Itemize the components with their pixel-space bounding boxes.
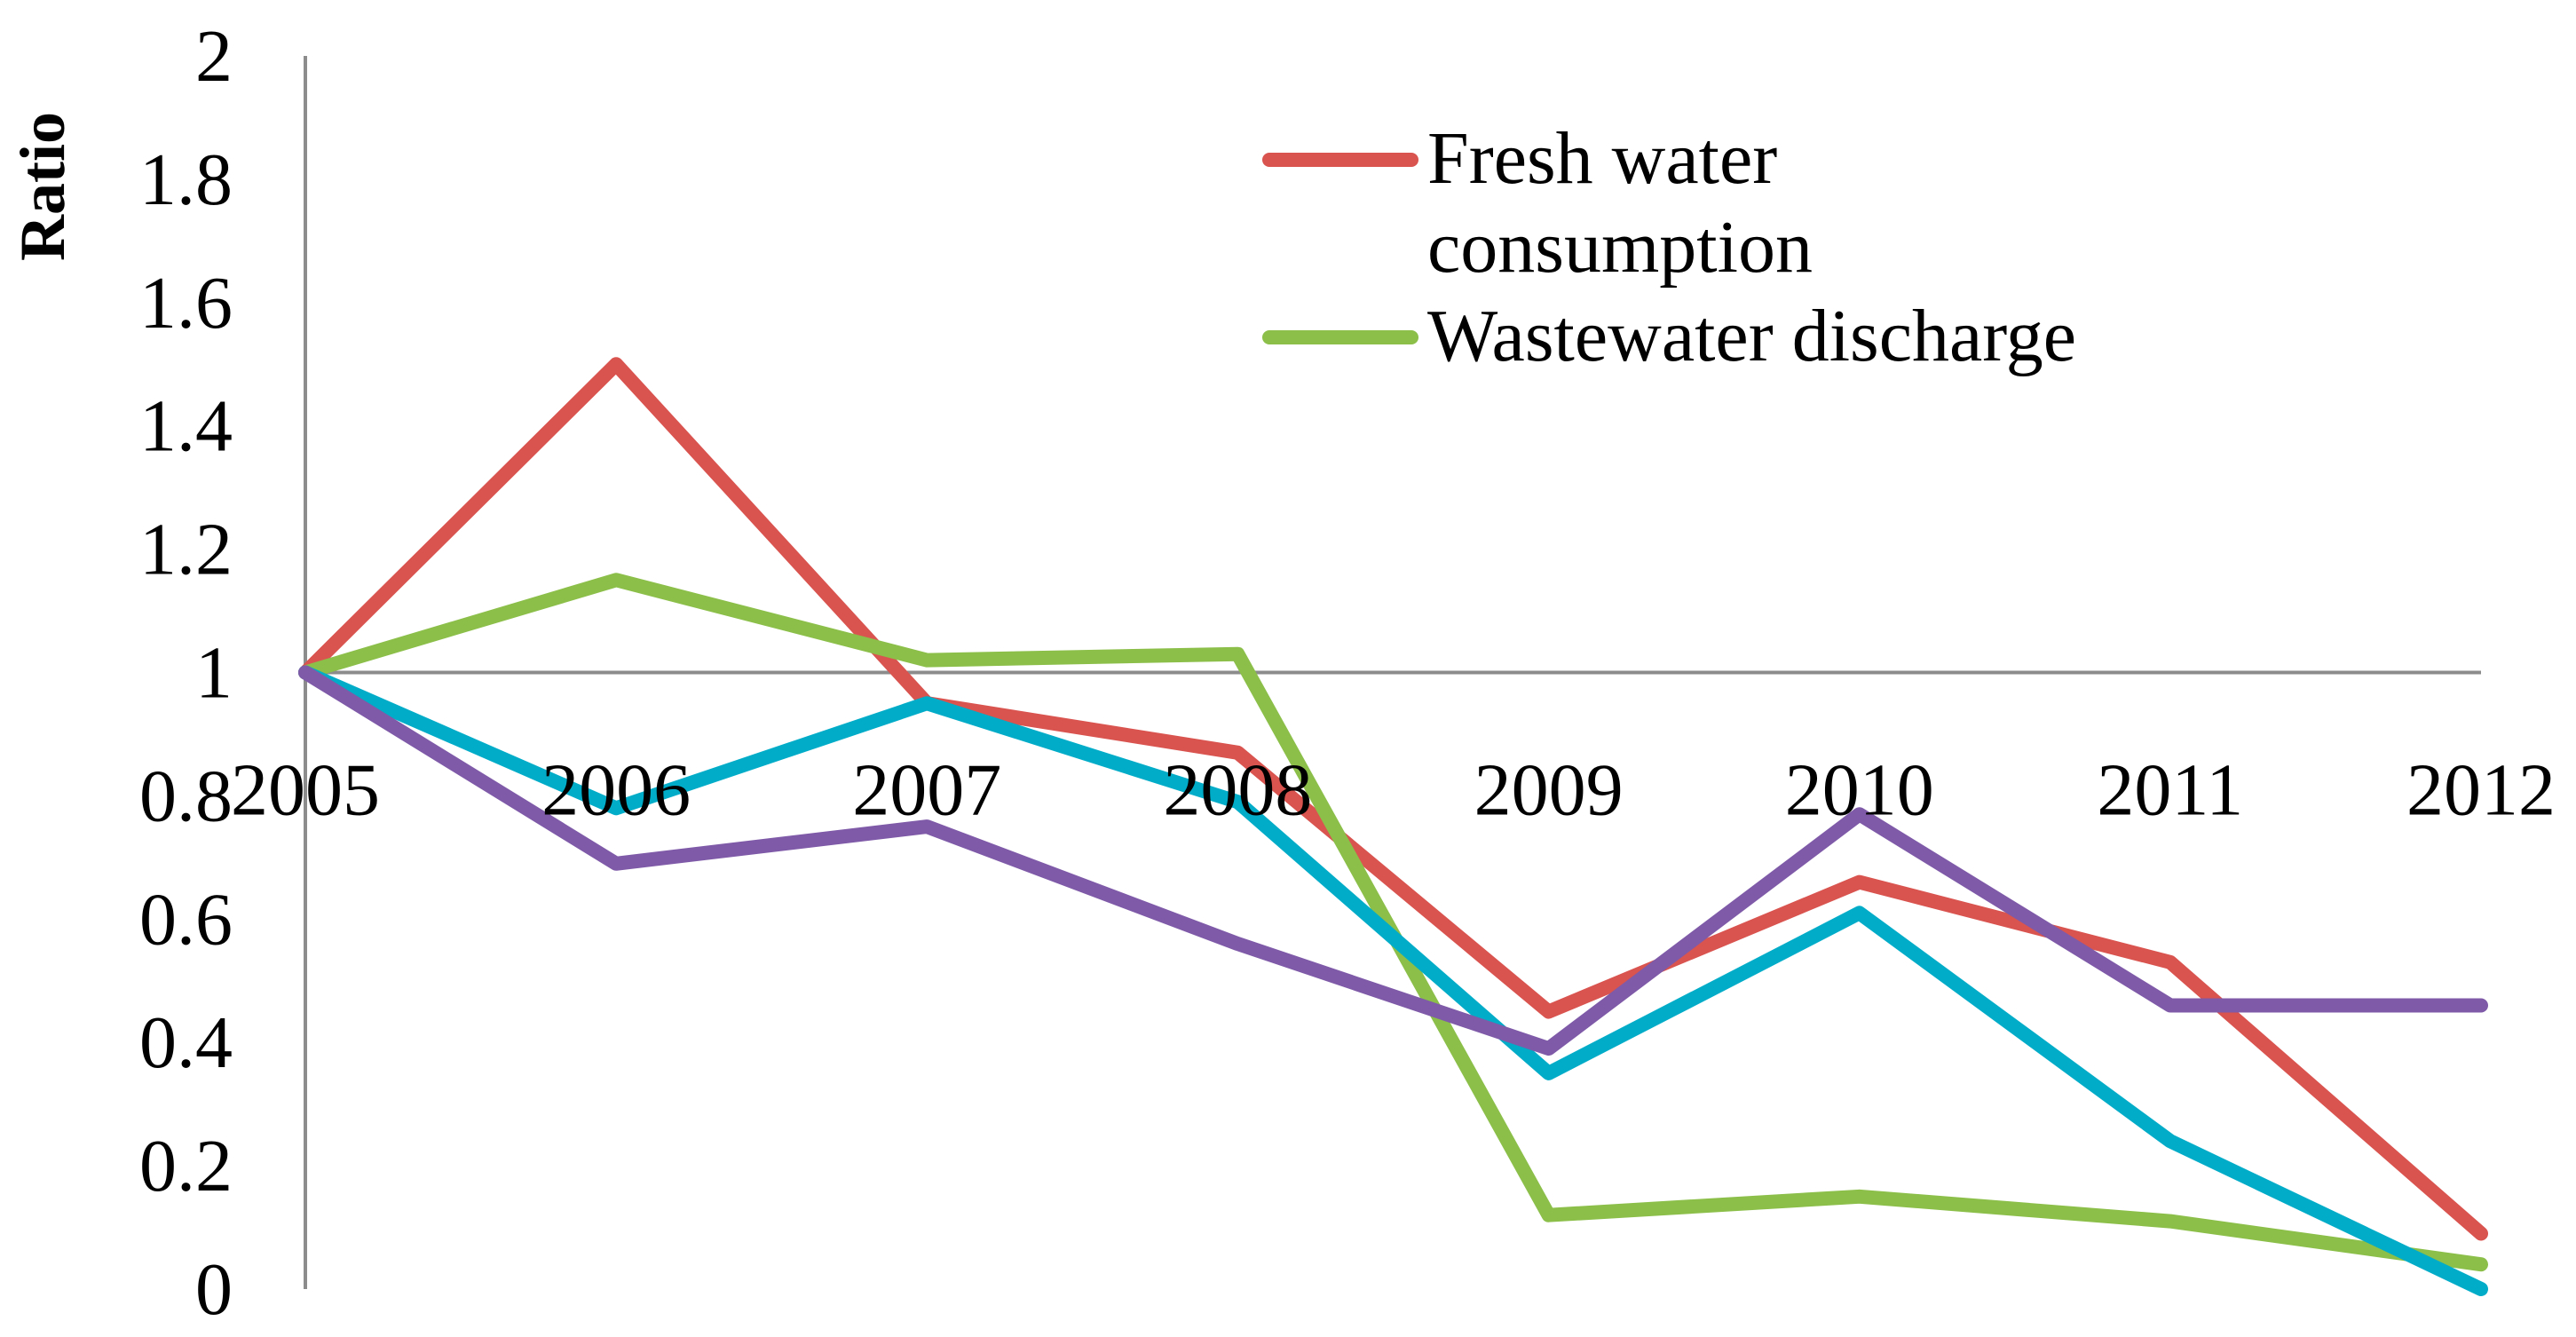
y-tick-label: 0.6: [139, 878, 233, 961]
tick-labels: 0 0.2 0.4 0.6 0.8 1 1.2 1.4 1.6 1.8 2 2005 2006 2007 2…: [139, 15, 2556, 1331]
series-line-4: [298, 665, 2488, 1056]
y-tick-label: 1.4: [139, 385, 233, 468]
x-tick-label: 2006: [541, 749, 691, 832]
series-line-1: [298, 357, 2488, 1241]
y-tick-label: 1.6: [139, 262, 233, 344]
y-tick-label: 1.8: [139, 138, 233, 221]
series-line-2: [298, 573, 2488, 1272]
y-tick-label: 0: [195, 1248, 233, 1331]
x-tick-label: 2009: [1474, 749, 1624, 832]
x-tick-label: 2010: [1785, 749, 1934, 832]
y-tick-label: 0.4: [139, 1001, 233, 1084]
x-tick-label: 2012: [2406, 749, 2556, 832]
y-tick-label: 2: [195, 15, 233, 98]
x-tick-label: 2007: [852, 749, 1001, 832]
x-tick-label: 2011: [2097, 749, 2243, 832]
y-tick-label: 1: [195, 632, 233, 715]
y-tick-label: 1.2: [139, 509, 233, 591]
x-tick-label: 2005: [231, 749, 380, 832]
legend-label-2: Wastewater discharge: [1427, 295, 2076, 377]
y-tick-label: 0.8: [139, 755, 233, 837]
legend-label-1: Fresh water consumption: [1427, 117, 1813, 289]
y-tick-label: 0.2: [139, 1125, 233, 1207]
y-axis-title: Ratio: [7, 112, 78, 261]
axes: [304, 56, 2481, 1289]
series-layer: [298, 357, 2488, 1296]
series-line-3: [298, 665, 2488, 1296]
x-tick-label: 2008: [1163, 749, 1312, 832]
